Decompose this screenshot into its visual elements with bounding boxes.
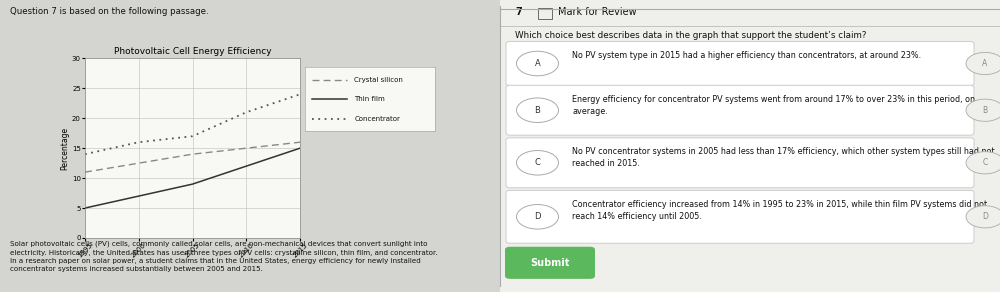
Text: D: D	[534, 212, 541, 221]
Y-axis label: Percentage: Percentage	[60, 127, 69, 170]
FancyBboxPatch shape	[506, 138, 974, 188]
FancyBboxPatch shape	[538, 8, 552, 19]
Circle shape	[516, 204, 558, 229]
Text: B: B	[535, 106, 540, 115]
Circle shape	[966, 99, 1000, 121]
Text: Energy efficiency for concentrator PV systems went from around 17% to over 23% i: Energy efficiency for concentrator PV sy…	[572, 95, 976, 116]
Text: No PV concentrator systems in 2005 had less than 17% efficiency, which other sys: No PV concentrator systems in 2005 had l…	[572, 147, 995, 168]
Text: B: B	[982, 106, 988, 115]
Text: C: C	[535, 158, 540, 167]
Text: D: D	[982, 212, 988, 221]
FancyBboxPatch shape	[506, 85, 974, 135]
Circle shape	[516, 151, 558, 175]
Circle shape	[966, 152, 1000, 174]
Text: Concentrator efficiency increased from 14% in 1995 to 23% in 2015, while thin fi: Concentrator efficiency increased from 1…	[572, 200, 988, 221]
FancyBboxPatch shape	[505, 247, 595, 279]
Text: Which choice best describes data in the graph that support the student’s claim?: Which choice best describes data in the …	[515, 31, 866, 40]
Text: A: A	[982, 59, 988, 68]
FancyBboxPatch shape	[506, 41, 974, 86]
Text: Concentrator: Concentrator	[354, 116, 400, 121]
Text: Thin film: Thin film	[354, 96, 385, 102]
Circle shape	[966, 206, 1000, 228]
FancyBboxPatch shape	[506, 190, 974, 243]
Circle shape	[516, 51, 558, 76]
Text: 7: 7	[515, 7, 522, 17]
Text: Submit: Submit	[530, 258, 570, 268]
Circle shape	[516, 98, 558, 123]
Text: Question 7 is based on the following passage.: Question 7 is based on the following pas…	[10, 7, 209, 16]
Text: A: A	[535, 59, 540, 68]
Title: Photovoltaic Cell Energy Efficiency: Photovoltaic Cell Energy Efficiency	[114, 47, 271, 56]
Text: Crystal silicon: Crystal silicon	[354, 77, 403, 83]
Text: No PV system type in 2015 had a higher efficiency than concentrators, at around : No PV system type in 2015 had a higher e…	[572, 51, 922, 60]
Text: Solar photovoltaic cells (PV) cells, commonly called solar cells, are non-mechan: Solar photovoltaic cells (PV) cells, com…	[10, 241, 438, 272]
Circle shape	[966, 53, 1000, 75]
Text: Mark for Review: Mark for Review	[558, 7, 636, 17]
Text: C: C	[982, 158, 988, 167]
